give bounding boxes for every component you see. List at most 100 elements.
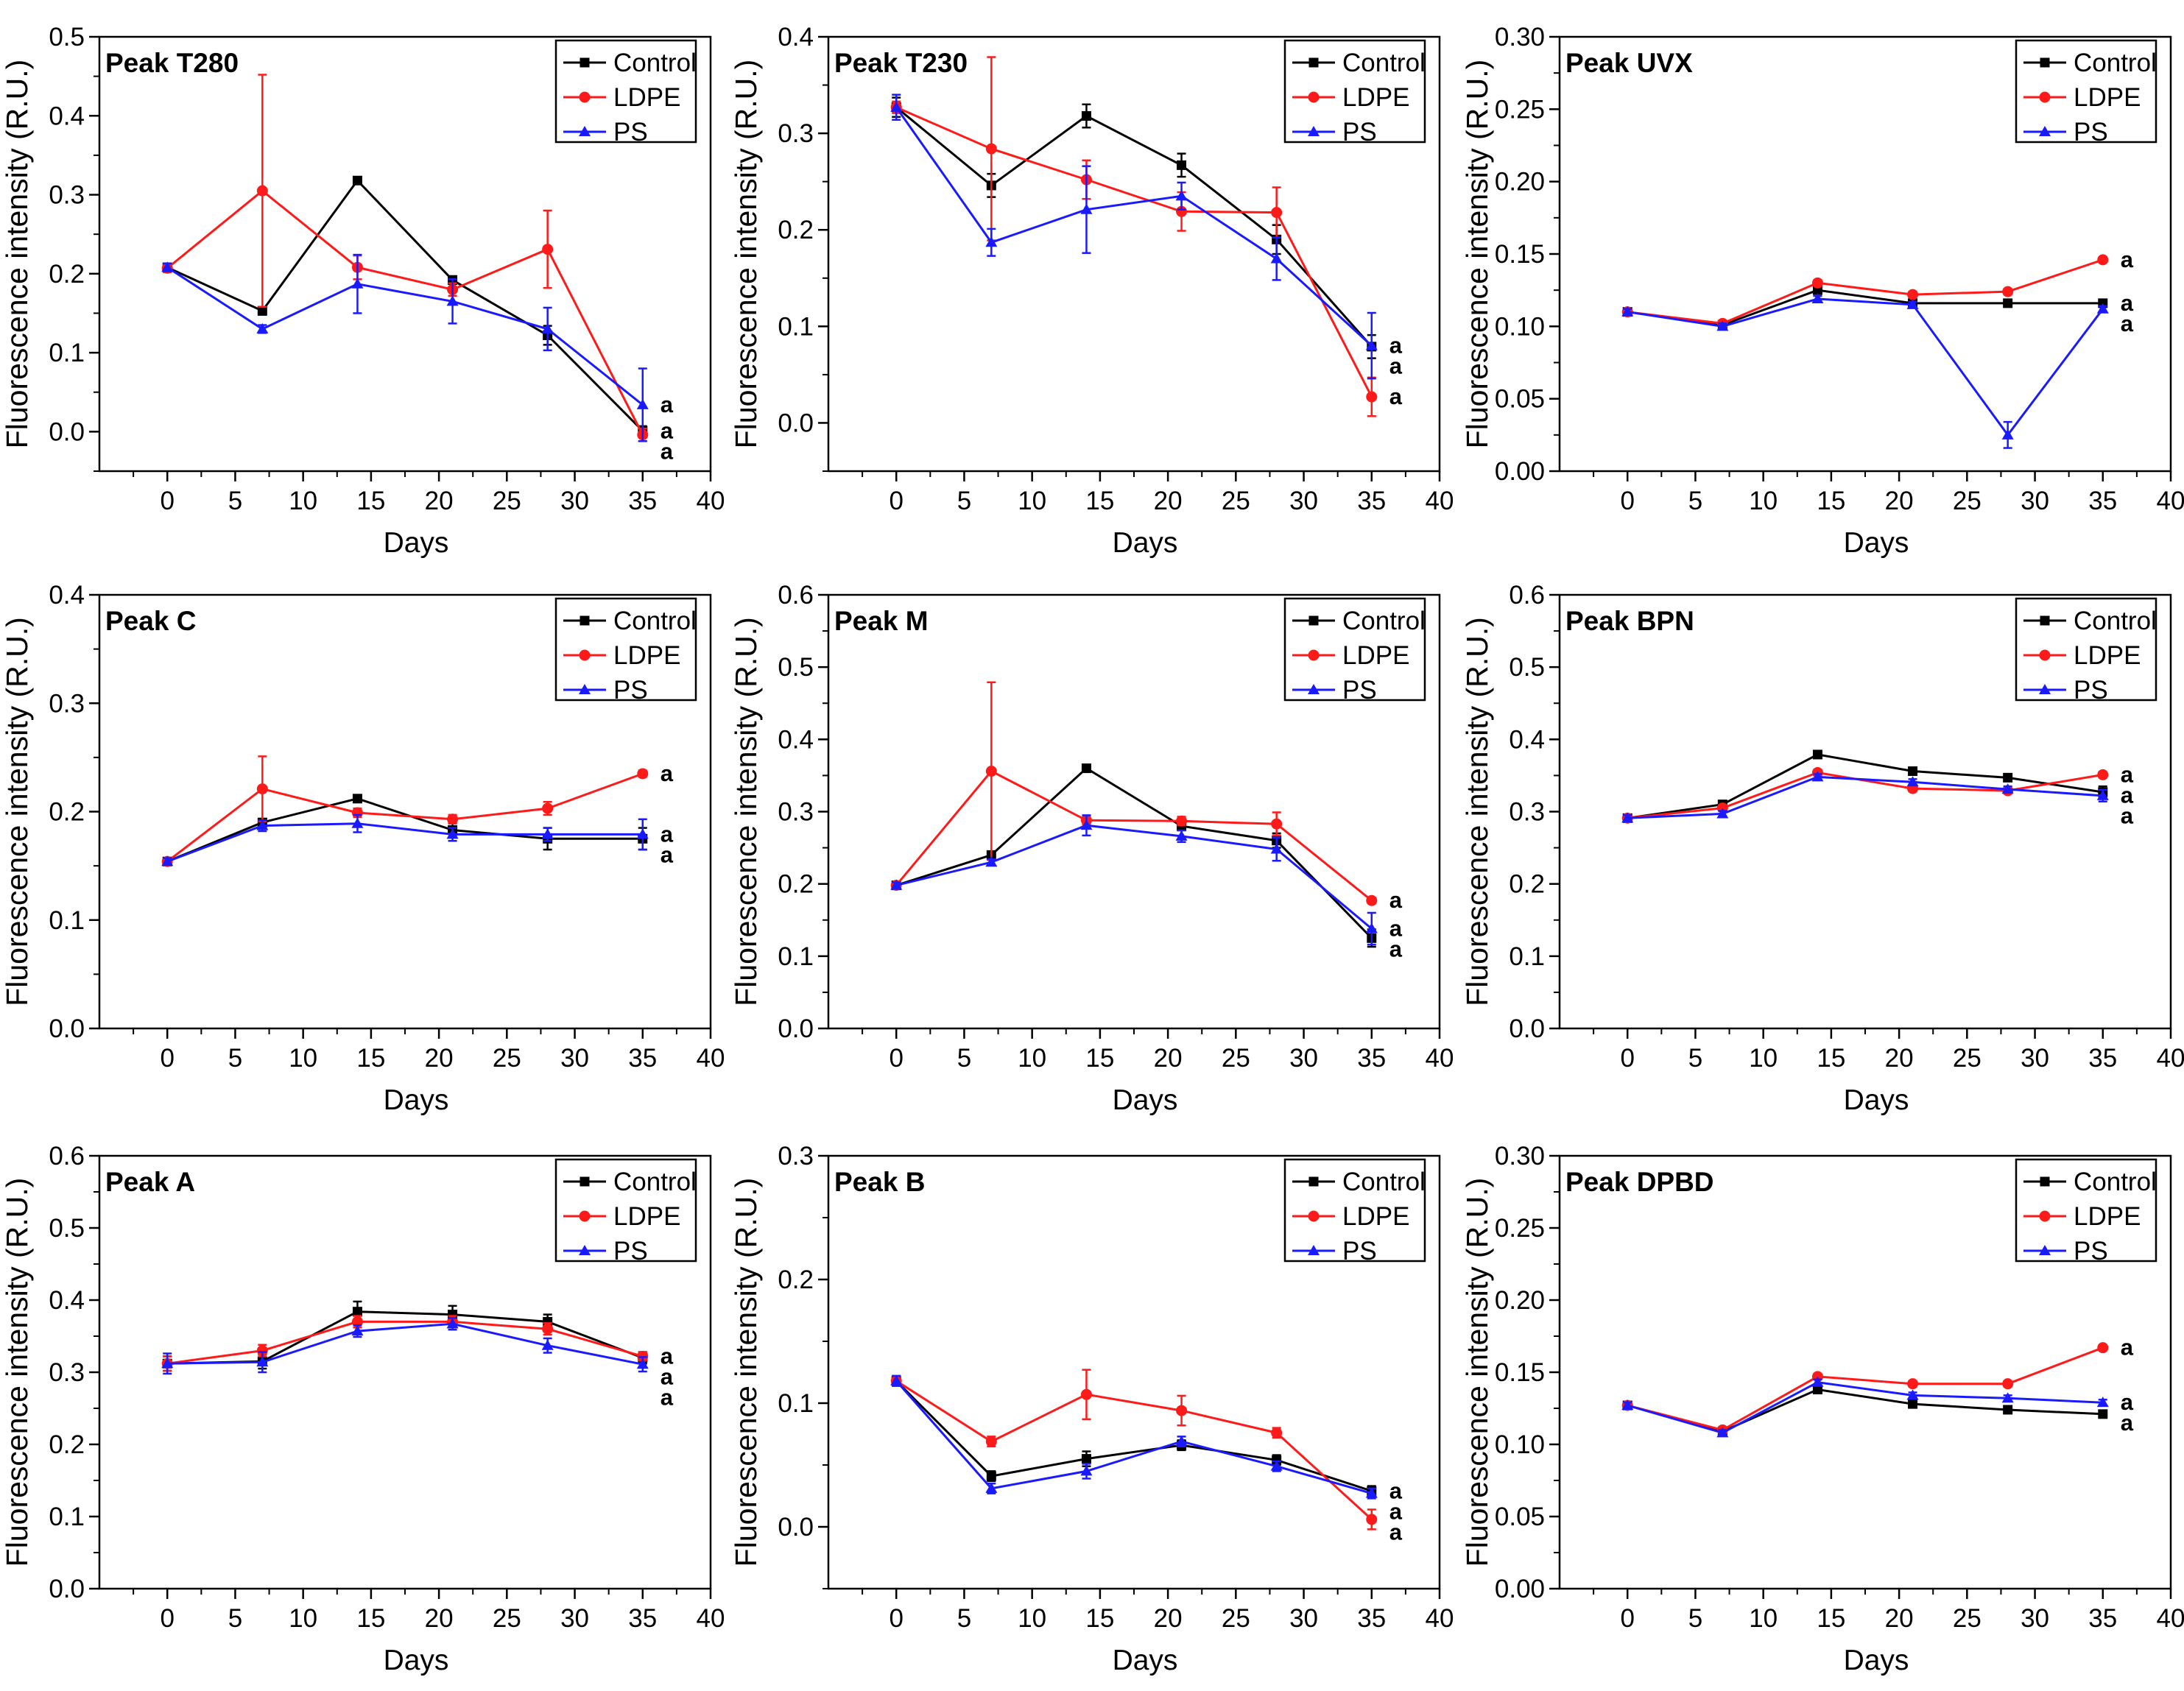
y-axis-label: Fluorescence intensity (R.U.) bbox=[729, 1178, 763, 1567]
x-tick-label: 15 bbox=[1085, 1604, 1114, 1633]
x-axis-label: Days bbox=[1113, 1645, 1178, 1676]
series-line bbox=[1627, 1346, 2104, 1432]
x-tick-label: 35 bbox=[1357, 1044, 1386, 1073]
x-tick-label: 0 bbox=[160, 1604, 174, 1633]
data-point bbox=[161, 261, 174, 272]
y-tick-label: 0.20 bbox=[1495, 1286, 1545, 1315]
data-point bbox=[1811, 277, 1823, 289]
data-point bbox=[1906, 1389, 1919, 1400]
legend-marker bbox=[579, 1245, 591, 1255]
data-point bbox=[2001, 783, 2014, 794]
y-axis-label: Fluorescence intensity (R.U.) bbox=[729, 60, 763, 449]
y-tick-label: 0.3 bbox=[49, 1358, 85, 1387]
series-line bbox=[1627, 289, 2103, 326]
data-point bbox=[1906, 776, 1919, 787]
y-tick-label: 0.25 bbox=[1495, 1214, 1545, 1243]
significance-label: a bbox=[661, 392, 674, 417]
legend: Control LDPE PS bbox=[554, 597, 697, 705]
data-point bbox=[1908, 766, 1918, 777]
legend: Control LDPE PS bbox=[2015, 597, 2157, 705]
x-tick-label: 30 bbox=[560, 1044, 589, 1073]
data-point bbox=[2001, 1392, 2014, 1403]
y-tick-label: 0.15 bbox=[1495, 1358, 1545, 1387]
x-axis-label: Days bbox=[1844, 1645, 1909, 1676]
legend-label: PS bbox=[1342, 1237, 1377, 1265]
legend-marker bbox=[1308, 1245, 1320, 1255]
legend-label: Control bbox=[2074, 1168, 2157, 1196]
data-point bbox=[985, 1436, 997, 1447]
y-tick-label: 0.3 bbox=[778, 1142, 814, 1171]
x-tick-label: 25 bbox=[1222, 1044, 1250, 1073]
x-tick-label: 30 bbox=[2021, 1604, 2049, 1633]
x-tick-label: 20 bbox=[425, 1604, 454, 1633]
x-tick-label: 20 bbox=[425, 1044, 454, 1073]
data-point bbox=[1175, 1436, 1188, 1447]
legend: Control LDPE PS bbox=[2015, 39, 2157, 146]
y-tick-label: 0.5 bbox=[49, 1214, 85, 1243]
legend-label: Control bbox=[1342, 607, 1426, 635]
y-axis-label: Fluorescence intensity (R.U.) bbox=[0, 1178, 34, 1567]
x-tick-label: 15 bbox=[1085, 487, 1114, 515]
y-tick-label: 0.4 bbox=[49, 1286, 85, 1315]
x-tick-label: 20 bbox=[1154, 487, 1183, 515]
x-tick-label: 25 bbox=[493, 487, 521, 515]
data-point bbox=[352, 794, 362, 804]
series-ps bbox=[161, 1317, 649, 1375]
y-tick-label: 0.0 bbox=[778, 1014, 814, 1043]
y-tick-label: 0.2 bbox=[49, 260, 85, 289]
data-point bbox=[1080, 1388, 1092, 1400]
y-axis-label: Fluorescence intensity (R.U.) bbox=[0, 60, 34, 449]
legend-marker bbox=[2040, 1176, 2050, 1187]
y-tick-label: 0.3 bbox=[778, 798, 814, 827]
data-point bbox=[1366, 1514, 1378, 1525]
data-point bbox=[1908, 1399, 1918, 1409]
y-tick-label: 0.0 bbox=[49, 417, 85, 446]
data-point bbox=[542, 244, 554, 255]
y-tick-label: 0.2 bbox=[778, 870, 814, 899]
series-line bbox=[166, 189, 644, 436]
x-axis-label: Days bbox=[384, 527, 449, 559]
legend-label: PS bbox=[613, 118, 648, 146]
significance-label: a bbox=[661, 1343, 674, 1369]
data-point bbox=[2001, 428, 2014, 439]
data-point bbox=[2097, 769, 2109, 780]
legend-label: PS bbox=[2074, 676, 2108, 705]
y-tick-label: 0.30 bbox=[1495, 1142, 1545, 1171]
legend: Control LDPE PS bbox=[1283, 1158, 1426, 1265]
data-point bbox=[636, 1358, 649, 1369]
legend-marker bbox=[1308, 649, 1320, 661]
legend-marker bbox=[580, 57, 590, 68]
series-ps bbox=[161, 253, 649, 442]
data-point bbox=[1176, 1405, 1188, 1416]
data-point bbox=[256, 819, 269, 830]
significance-label: a bbox=[661, 1384, 674, 1410]
data-point bbox=[1175, 190, 1188, 201]
series-line bbox=[1627, 1388, 2103, 1433]
y-tick-label: 0.3 bbox=[778, 119, 814, 148]
legend-marker bbox=[2039, 1210, 2051, 1222]
data-point bbox=[542, 802, 554, 814]
data-point bbox=[890, 879, 903, 890]
legend: Control LDPE PS bbox=[554, 39, 697, 146]
x-tick-label: 15 bbox=[356, 1604, 385, 1633]
series-ps bbox=[1621, 771, 2109, 823]
y-tick-label: 0.4 bbox=[778, 725, 814, 754]
data-point bbox=[1621, 812, 1634, 823]
y-tick-label: 0.4 bbox=[49, 102, 85, 130]
x-tick-label: 40 bbox=[2157, 1604, 2184, 1633]
significance-label: a bbox=[2121, 311, 2134, 336]
significance-label: a bbox=[661, 760, 674, 786]
y-tick-label: 0.00 bbox=[1495, 1575, 1545, 1603]
data-point bbox=[256, 322, 269, 333]
x-tick-label: 5 bbox=[957, 487, 971, 515]
legend-marker bbox=[2039, 649, 2051, 661]
data-point bbox=[541, 1339, 554, 1350]
x-tick-label: 40 bbox=[1426, 487, 1454, 515]
x-tick-label: 30 bbox=[560, 1604, 589, 1633]
chart-panel: 0 5 10 15 20 25 30 35 40 0.0 0.1 0.2 0.3 0.4 0.5 0.6 Day… bbox=[1460, 581, 2184, 1116]
data-point bbox=[985, 856, 998, 867]
significance-label: a bbox=[661, 1363, 674, 1389]
significance-label: a bbox=[1389, 1519, 1403, 1545]
legend-label: PS bbox=[613, 1237, 648, 1265]
